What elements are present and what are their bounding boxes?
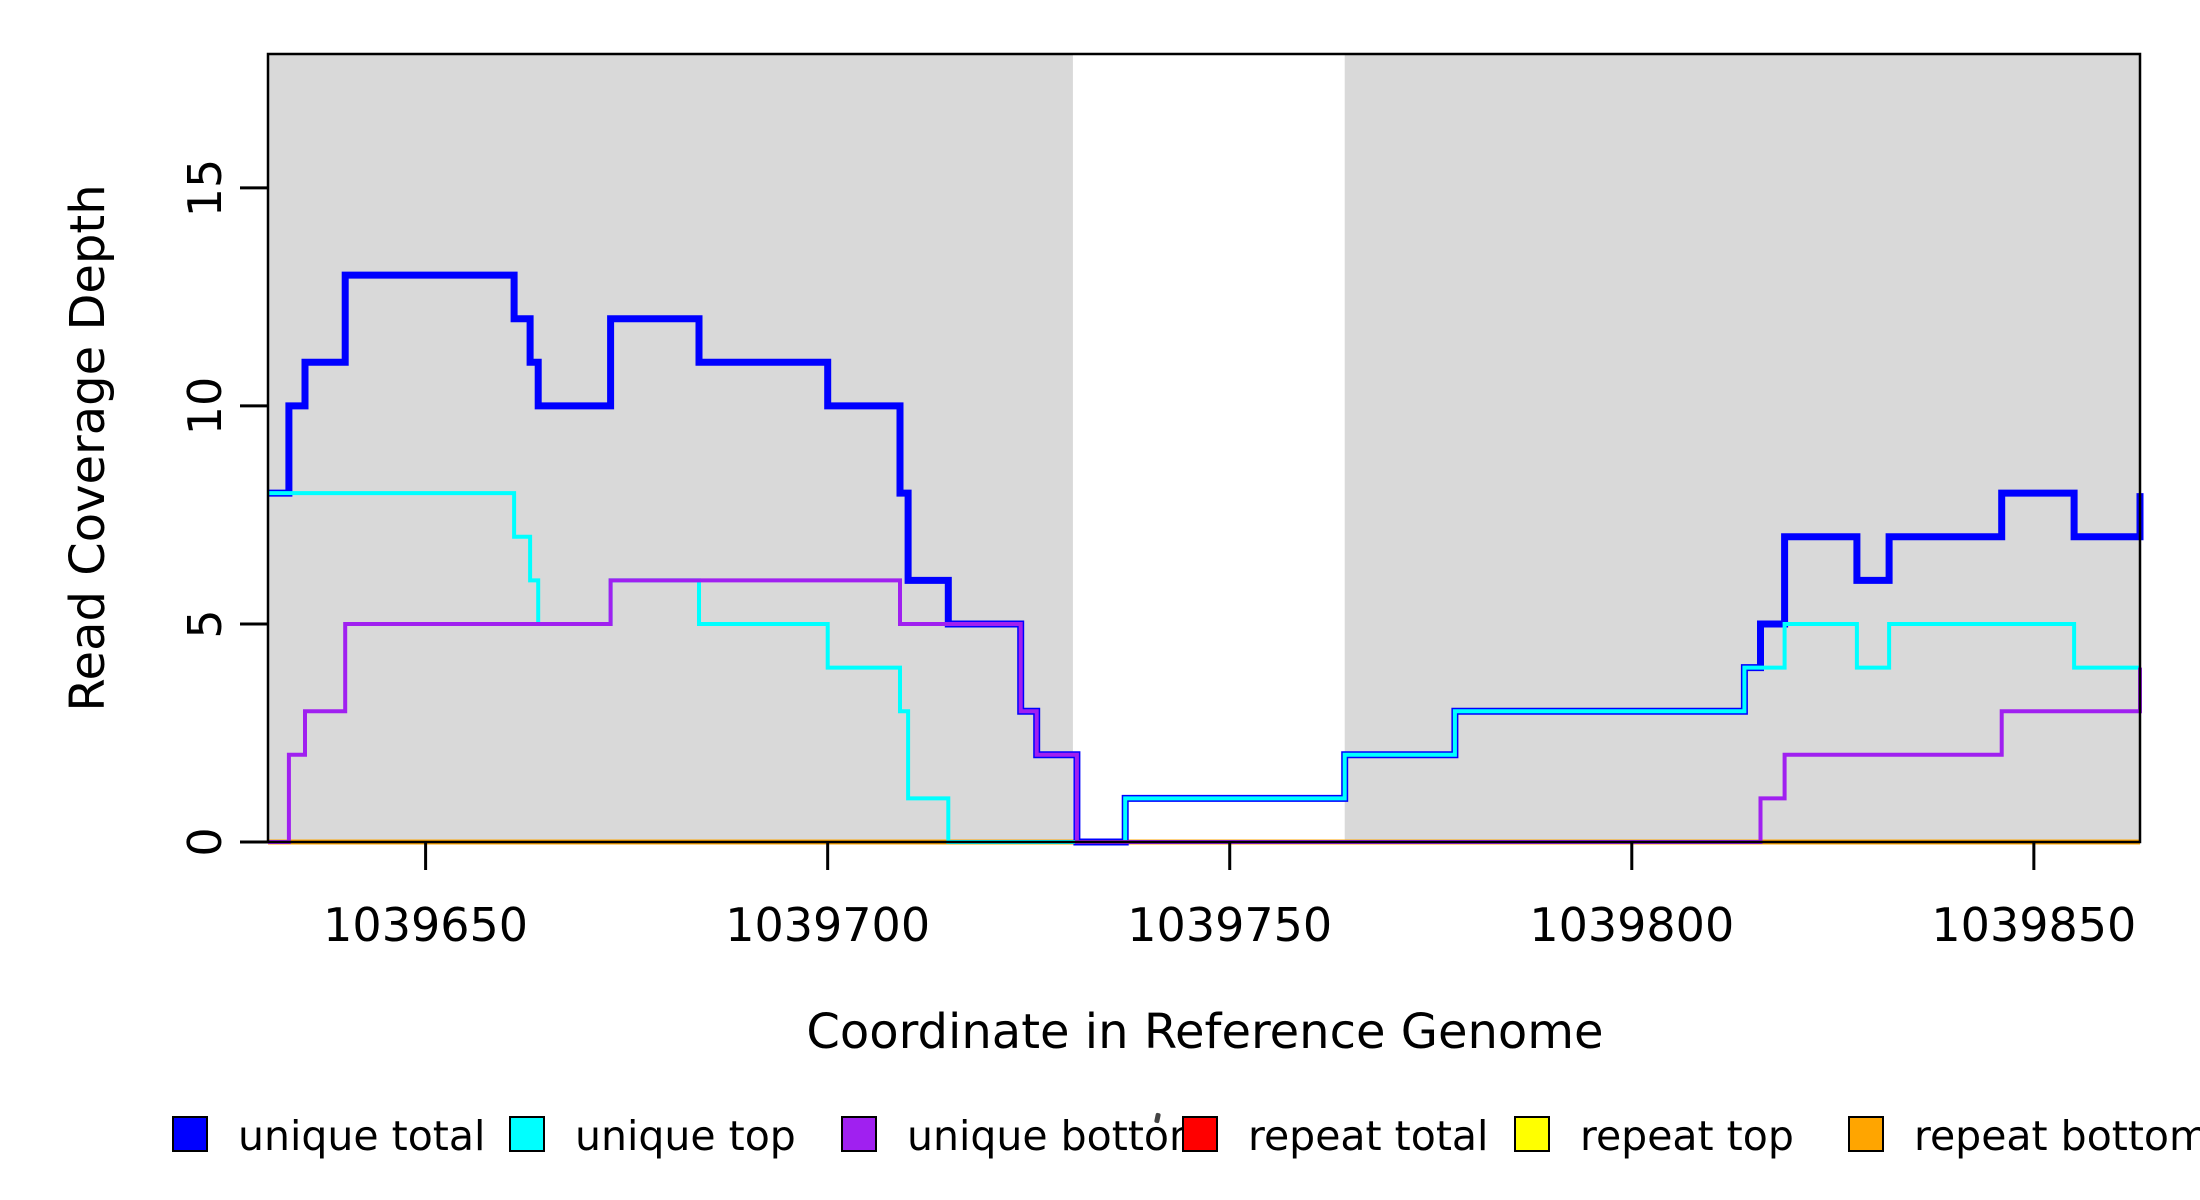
shaded-region-bands [268,54,2140,842]
x-tick-label: 1039700 [725,898,931,952]
x-tick-label: 1039650 [323,898,529,952]
plot-border-box [266,52,2142,844]
y-tick-label: 10 [178,376,232,436]
x-tick-label: 1039800 [1529,898,1735,952]
series-line-unique-top [268,491,2140,844]
series-line-unique-bottom [268,578,2142,844]
x-tick-label: 1039850 [1931,898,2137,952]
y-tick-label: 0 [178,827,232,857]
x-tick-label: 1039750 [1127,898,1333,952]
x-axis-title: Coordinate in Reference Genome [806,1004,1604,1060]
y-axis-title: Read Coverage Depth [60,184,116,712]
axis-tick-marks [240,186,2036,870]
y-tick-label: 5 [178,609,232,639]
shaded-band [268,54,1073,842]
y-tick-label: 15 [178,158,232,218]
shaded-band [1344,54,2140,842]
